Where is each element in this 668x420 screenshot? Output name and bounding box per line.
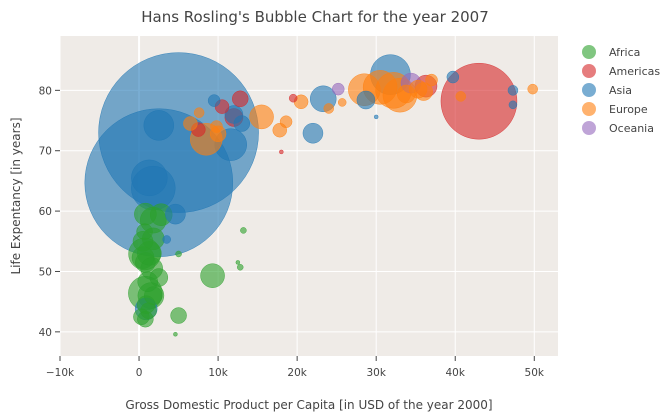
y-tick-label: 70 bbox=[39, 146, 52, 158]
bubble-americas[interactable] bbox=[440, 62, 518, 140]
bubble-africa[interactable] bbox=[170, 307, 187, 324]
bubble-africa[interactable] bbox=[200, 263, 225, 288]
legend-marker-africa[interactable] bbox=[582, 45, 596, 59]
bubble-europe[interactable] bbox=[527, 83, 538, 95]
legend-label-asia[interactable]: Asia bbox=[609, 84, 632, 97]
y-tick-label: 40 bbox=[39, 327, 52, 339]
bubble-europe[interactable] bbox=[183, 116, 198, 131]
y-tick-label: 60 bbox=[39, 206, 52, 218]
bubble-africa[interactable] bbox=[235, 260, 241, 265]
bubble-europe[interactable] bbox=[210, 120, 223, 133]
bubble-africa[interactable] bbox=[136, 223, 153, 240]
bubble-asia[interactable] bbox=[162, 235, 171, 244]
bubble-africa[interactable] bbox=[173, 332, 178, 337]
bubble-asia[interactable] bbox=[356, 90, 376, 110]
bubble-layer bbox=[84, 52, 538, 337]
bubble-americas[interactable] bbox=[231, 90, 249, 108]
bubble-asia[interactable] bbox=[446, 70, 460, 84]
legend-marker-oceania[interactable] bbox=[582, 121, 596, 135]
y-tick-label: 50 bbox=[39, 266, 52, 278]
bubble-europe[interactable] bbox=[249, 104, 274, 130]
bubble-africa[interactable] bbox=[236, 263, 244, 271]
y-tick-labels: 40 50 60 70 80 bbox=[39, 85, 60, 339]
chart-title: Hans Rosling's Bubble Chart for the year… bbox=[141, 8, 489, 26]
legend-label-oceania[interactable]: Oceania bbox=[609, 122, 654, 135]
bubble-europe[interactable] bbox=[193, 107, 205, 118]
bubble-europe[interactable] bbox=[455, 91, 467, 102]
bubble-asia[interactable] bbox=[131, 159, 168, 197]
bubble-africa[interactable] bbox=[149, 268, 169, 287]
bubble-asia[interactable] bbox=[302, 122, 324, 144]
bubble-africa[interactable] bbox=[140, 302, 157, 319]
bubble-asia[interactable] bbox=[233, 115, 251, 132]
y-axis-title: Life Expentancy [in years] bbox=[9, 117, 23, 274]
bubble-asia[interactable] bbox=[508, 100, 518, 110]
bubble-europe[interactable] bbox=[425, 73, 438, 87]
legend: Africa Americas Asia Europe Oceania bbox=[582, 45, 660, 135]
bubble-europe[interactable] bbox=[323, 103, 335, 114]
x-tick-label: 20k bbox=[287, 367, 307, 379]
x-tick-label: −10k bbox=[46, 367, 75, 379]
bubble-asia[interactable] bbox=[165, 203, 186, 225]
legend-marker-asia[interactable] bbox=[582, 83, 596, 97]
bubble-asia[interactable] bbox=[207, 94, 221, 107]
bubble-europe[interactable] bbox=[279, 115, 293, 128]
bubble-asia[interactable] bbox=[143, 110, 175, 141]
x-axis-title: Gross Domestic Product per Capita [in US… bbox=[125, 398, 492, 412]
bubble-africa[interactable] bbox=[175, 250, 182, 258]
bubble-americas[interactable] bbox=[279, 149, 284, 155]
bubble-africa[interactable] bbox=[135, 252, 156, 273]
bubble-americas[interactable] bbox=[288, 93, 298, 103]
legend-marker-americas[interactable] bbox=[582, 64, 596, 78]
bubble-asia[interactable] bbox=[507, 85, 519, 96]
bubble-africa[interactable] bbox=[240, 227, 247, 234]
x-tick-label: 10k bbox=[208, 367, 228, 379]
x-tick-labels: −10k 0 10k 20k 30k 40k 50k bbox=[46, 356, 545, 379]
legend-marker-europe[interactable] bbox=[582, 102, 596, 116]
bubble-europe[interactable] bbox=[408, 79, 428, 99]
legend-label-africa[interactable]: Africa bbox=[609, 46, 640, 59]
bubble-asia[interactable] bbox=[373, 114, 379, 120]
bubble-oceania[interactable] bbox=[331, 82, 345, 96]
x-tick-label: 50k bbox=[525, 367, 545, 379]
bubble-africa[interactable] bbox=[144, 286, 163, 305]
y-tick-label: 80 bbox=[39, 85, 52, 97]
legend-label-europe[interactable]: Europe bbox=[609, 103, 648, 116]
x-tick-label: 30k bbox=[366, 367, 386, 379]
bubble-africa[interactable] bbox=[134, 202, 157, 226]
x-tick-label: 40k bbox=[446, 367, 466, 379]
legend-label-americas[interactable]: Americas bbox=[609, 65, 660, 78]
bubble-europe[interactable] bbox=[337, 98, 347, 107]
x-tick-label: 0 bbox=[136, 367, 143, 379]
